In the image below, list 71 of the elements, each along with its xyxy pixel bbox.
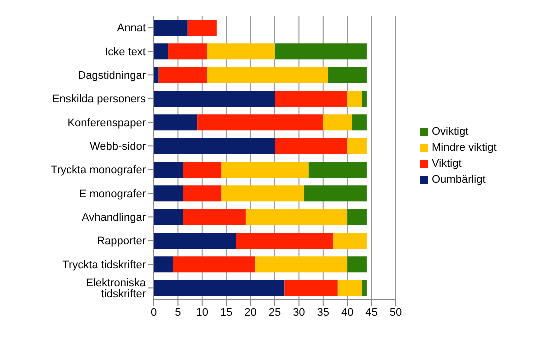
bar [207, 67, 328, 84]
bar [275, 91, 348, 107]
bar [173, 256, 256, 273]
bar [352, 114, 367, 131]
legend-label: Oumbärligt [432, 174, 486, 186]
bar [275, 44, 367, 60]
legend-label: Viktigt [432, 158, 462, 170]
y-tick-label: Dagstidningar [78, 70, 146, 82]
y-tick-label: Icke text [105, 46, 146, 58]
bar [284, 280, 338, 296]
bar [154, 233, 236, 249]
y-tick-label: Konferenspaper [68, 117, 146, 130]
bar [154, 162, 184, 178]
bar [154, 256, 174, 273]
bar [348, 91, 362, 107]
bar [348, 209, 367, 226]
bar [154, 138, 275, 154]
y-tick-label: Rapporter [97, 236, 146, 248]
legend-label: Oviktigt [432, 126, 469, 138]
bar [198, 114, 324, 131]
bar [362, 91, 367, 107]
bar [183, 186, 222, 202]
bar [154, 44, 169, 60]
bar [154, 114, 198, 131]
bar [154, 209, 184, 226]
bar [236, 233, 334, 249]
bar [323, 114, 352, 131]
x-tick-label: 50 [390, 306, 402, 319]
bar [168, 44, 208, 60]
y-tick-label: Enskilda personers [52, 94, 146, 106]
y-tick-label: Tryckta monografer [51, 164, 146, 177]
bar [333, 233, 367, 249]
x-tick-label: 25 [268, 306, 282, 319]
bar [183, 162, 222, 178]
bar [338, 280, 362, 296]
bar [222, 186, 304, 202]
x-tick-label: 5 [175, 306, 182, 319]
bar [183, 209, 246, 226]
bar [304, 186, 367, 202]
bar [158, 67, 208, 84]
bar [275, 138, 348, 154]
x-tick-label: 45 [366, 306, 378, 319]
bar [308, 162, 367, 178]
x-tick-label: 20 [244, 306, 257, 319]
x-tick-label: 0 [150, 306, 158, 319]
x-tick-label: 10 [196, 306, 209, 319]
x-tick-label: 15 [220, 306, 233, 319]
bar [362, 280, 367, 296]
y-tick-label: Webb-sidor [90, 141, 146, 154]
bar [154, 280, 285, 296]
x-tick-label: 40 [341, 306, 354, 319]
bar [207, 44, 275, 60]
y-tick-label: Avhandlingar [82, 212, 146, 224]
bar [188, 20, 217, 36]
y-tick-label: E monografer [79, 188, 146, 200]
bar [154, 91, 275, 107]
bar [154, 20, 188, 36]
x-tick-label: 30 [293, 306, 306, 319]
x-tick-label: 35 [317, 306, 330, 319]
bar [154, 186, 184, 202]
bar [222, 162, 309, 178]
legend-label: Mindre viktigt [432, 142, 497, 154]
bar [154, 67, 159, 84]
bar [348, 138, 367, 154]
bar [328, 67, 367, 84]
y-tick-label: Elektroniska tidskrifter [86, 278, 147, 301]
y-tick-label: Annat [117, 22, 146, 35]
bar [348, 256, 367, 273]
bar [256, 256, 348, 273]
y-tick-label: Tryckta tidskrifter [62, 259, 146, 272]
bar [246, 209, 348, 226]
